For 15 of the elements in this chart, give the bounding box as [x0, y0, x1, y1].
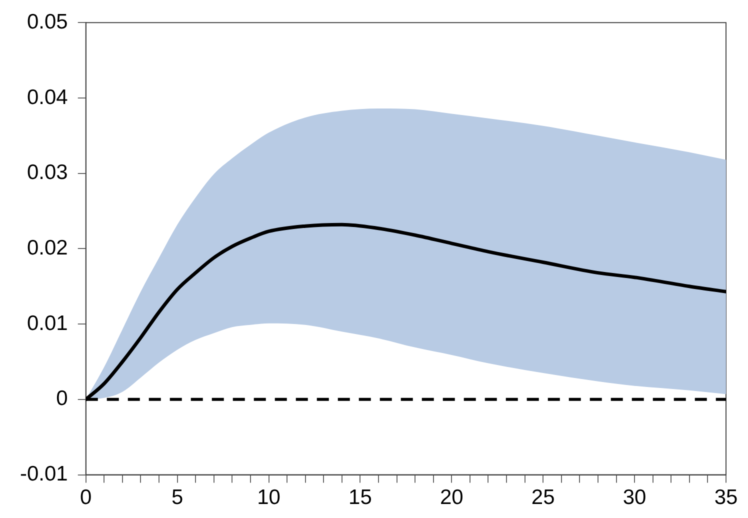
y-tick-label: 0.03 — [26, 161, 68, 184]
x-tick-label: 10 — [257, 486, 280, 510]
x-tick-label: 35 — [714, 486, 738, 510]
x-tick-label: 30 — [622, 486, 646, 510]
y-tick-label: 0.04 — [26, 86, 68, 109]
y-tick-label: -0.01 — [20, 462, 68, 486]
x-tick-label: 5 — [171, 486, 184, 510]
x-tick-label: 15 — [348, 486, 372, 510]
y-tick-label: 0.05 — [26, 10, 68, 34]
x-tick-label: 25 — [531, 486, 555, 510]
y-tick-label: 0.02 — [26, 236, 68, 260]
y-tick-label: 0.01 — [26, 312, 68, 335]
x-tick-label: 20 — [440, 486, 464, 510]
y-tick-label: 0 — [56, 387, 68, 410]
x-tick-label: 0 — [80, 486, 92, 510]
